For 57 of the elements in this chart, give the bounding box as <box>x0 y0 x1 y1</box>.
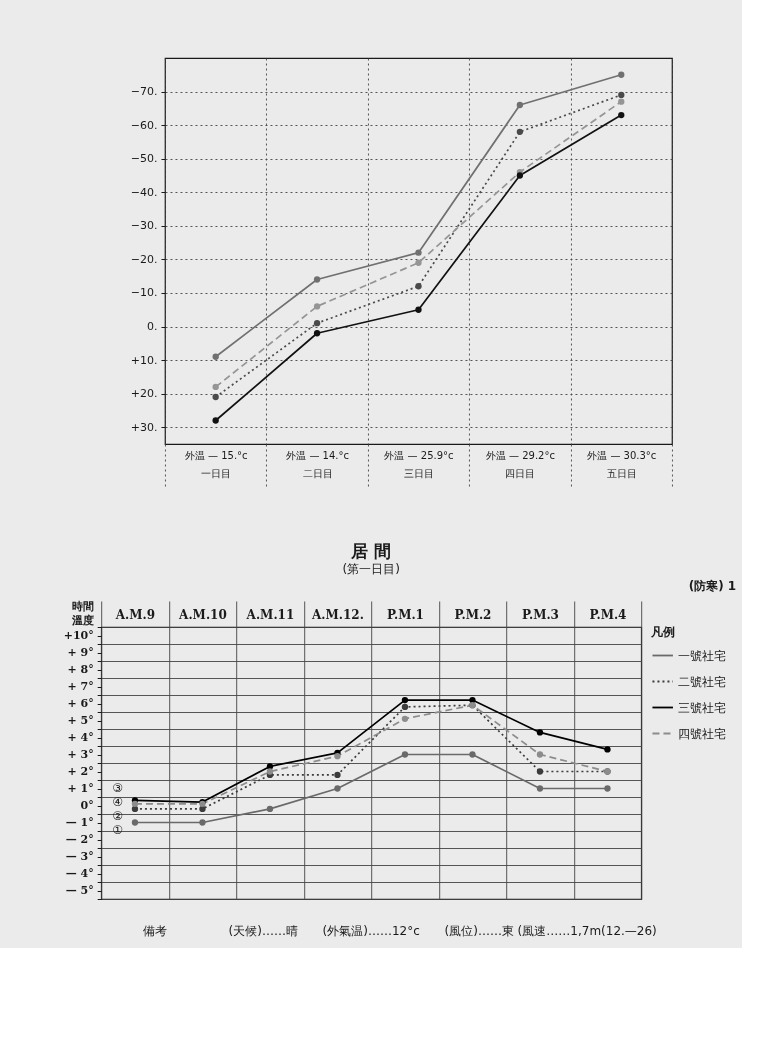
text: (天候)……晴 <box>228 924 298 938</box>
legend-label: 二號社宅 <box>678 674 727 689</box>
y-tick-label: 0° <box>80 799 94 812</box>
y-tick-label: — 5° <box>65 884 94 897</box>
legend-label: 四號社宅 <box>678 726 727 741</box>
x-tick-label: P.M.4 <box>589 607 627 622</box>
y-tick-label: + 4° <box>67 731 94 744</box>
y-tick-label: + 8° <box>67 663 94 676</box>
annotation: ④ <box>112 794 123 809</box>
y-tick-label: — 3° <box>65 850 94 863</box>
legend-label: 三號社宅 <box>678 700 727 715</box>
x-tick-label: 外温 — 29.2°c 四日目 <box>485 449 555 479</box>
y-tick-label: + 2° <box>67 765 94 778</box>
y-tick-label: + 7° <box>67 680 94 693</box>
y-tick-label: +10. <box>130 353 158 367</box>
x-tick-label: 外温 — 15.°c 一日目 <box>184 449 248 479</box>
legend-label: 一號社宅 <box>678 648 727 663</box>
x-tick-label: P.M.1 <box>386 607 424 622</box>
text: (防寒) 1 <box>688 579 737 593</box>
chart-title: 居 間 <box>350 541 392 561</box>
x-tick-label: A.M.12. <box>311 607 364 622</box>
x-tick-label: 外温 — 25.9°c 三日目 <box>384 449 454 479</box>
y-tick-label: −10. <box>130 286 158 300</box>
text: (外氣温)……12°c <box>322 924 420 938</box>
annotation: ③ <box>112 780 123 795</box>
y-tick-label: −60. <box>130 118 158 132</box>
y-tick-label: +20. <box>130 387 158 401</box>
x-tick-label: A.M.9 <box>114 607 156 622</box>
y-tick-label: + 6° <box>67 697 94 710</box>
y-tick-label: −40. <box>130 185 158 199</box>
x-tick-label: 外温 — 30.3°c 五日目 <box>587 449 657 479</box>
chart-subtitle: (第一日目) <box>342 562 400 576</box>
y-tick-label: −50. <box>130 152 158 166</box>
y-tick-label: +10° <box>63 629 94 642</box>
y-tick-label: — 4° <box>65 867 94 880</box>
y-tick-label: −70. <box>130 85 158 99</box>
y-tick-label: −20. <box>130 252 158 266</box>
x-axis-title: 時間 <box>71 599 94 613</box>
text: 備考 <box>143 924 168 938</box>
y-tick-label: + 9° <box>67 646 94 659</box>
text: (風速……1,7m(12.—26) <box>517 924 657 938</box>
y-tick-label: −30. <box>130 219 158 233</box>
x-tick-label: 外温 — 14.°c 二日目 <box>286 449 349 479</box>
y-tick-label: 0. <box>146 320 158 334</box>
y-tick-label: + 1° <box>67 782 94 795</box>
x-tick-label: P.M.3 <box>521 607 559 622</box>
legend-title: 凡例 <box>650 625 676 639</box>
y-tick-label: +30. <box>130 420 158 434</box>
y-tick-label: — 2° <box>65 833 94 846</box>
text: (風位)……東 <box>444 924 514 938</box>
x-tick-label: A.M.10 <box>178 607 227 622</box>
y-tick-label: + 5° <box>67 714 94 727</box>
x-tick-label: P.M.2 <box>454 607 492 622</box>
y-tick-label: — 1° <box>65 816 94 829</box>
y-axis-title: 溫度 <box>70 613 94 627</box>
x-tick-label: A.M.11 <box>245 607 295 622</box>
y-tick-label: + 3° <box>67 748 94 761</box>
